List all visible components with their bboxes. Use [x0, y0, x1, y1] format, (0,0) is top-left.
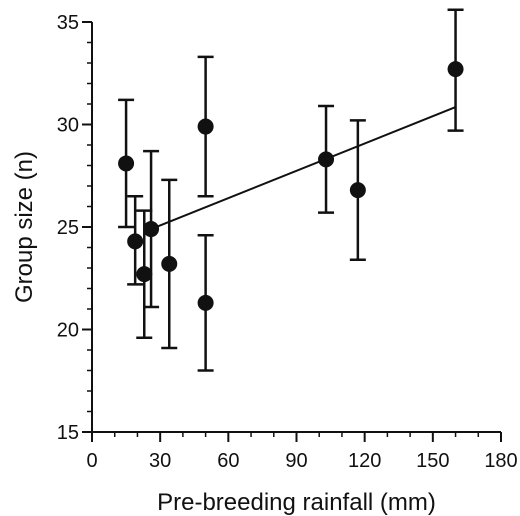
y-tick-label: 35 — [57, 12, 79, 34]
error-bars — [118, 8, 464, 372]
data-points — [118, 61, 464, 311]
y-tick-label: 25 — [57, 217, 79, 239]
data-point — [127, 233, 144, 250]
ticks — [82, 21, 502, 442]
y-tick-label: 15 — [57, 422, 79, 444]
data-point — [161, 255, 178, 272]
y-axis-label: Group size (n) — [11, 151, 38, 303]
fit-line-group — [150, 106, 456, 230]
y-tick-label: 30 — [57, 115, 79, 137]
data-point — [136, 266, 153, 283]
x-tick-label: 30 — [149, 450, 171, 472]
data-point — [143, 221, 160, 238]
y-tick-label: 20 — [57, 320, 79, 342]
data-point — [118, 155, 135, 172]
tick-labels: 0 30 60 90 120 150 180 15 20 25 30 35 — [57, 12, 518, 472]
fit-line — [150, 106, 456, 230]
data-point — [447, 61, 464, 78]
x-tick-label: 120 — [348, 450, 381, 472]
x-tick-label: 150 — [416, 450, 449, 472]
x-tick-label: 180 — [484, 450, 517, 472]
x-tick-label: 60 — [217, 450, 239, 472]
data-point — [318, 151, 335, 168]
data-point — [197, 294, 214, 311]
data-point — [349, 182, 366, 199]
x-tick-label: 90 — [285, 450, 307, 472]
x-axis-label: Pre-breeding rainfall (mm) — [157, 489, 436, 516]
x-tick-label: 0 — [86, 450, 97, 472]
data-point — [197, 118, 214, 135]
